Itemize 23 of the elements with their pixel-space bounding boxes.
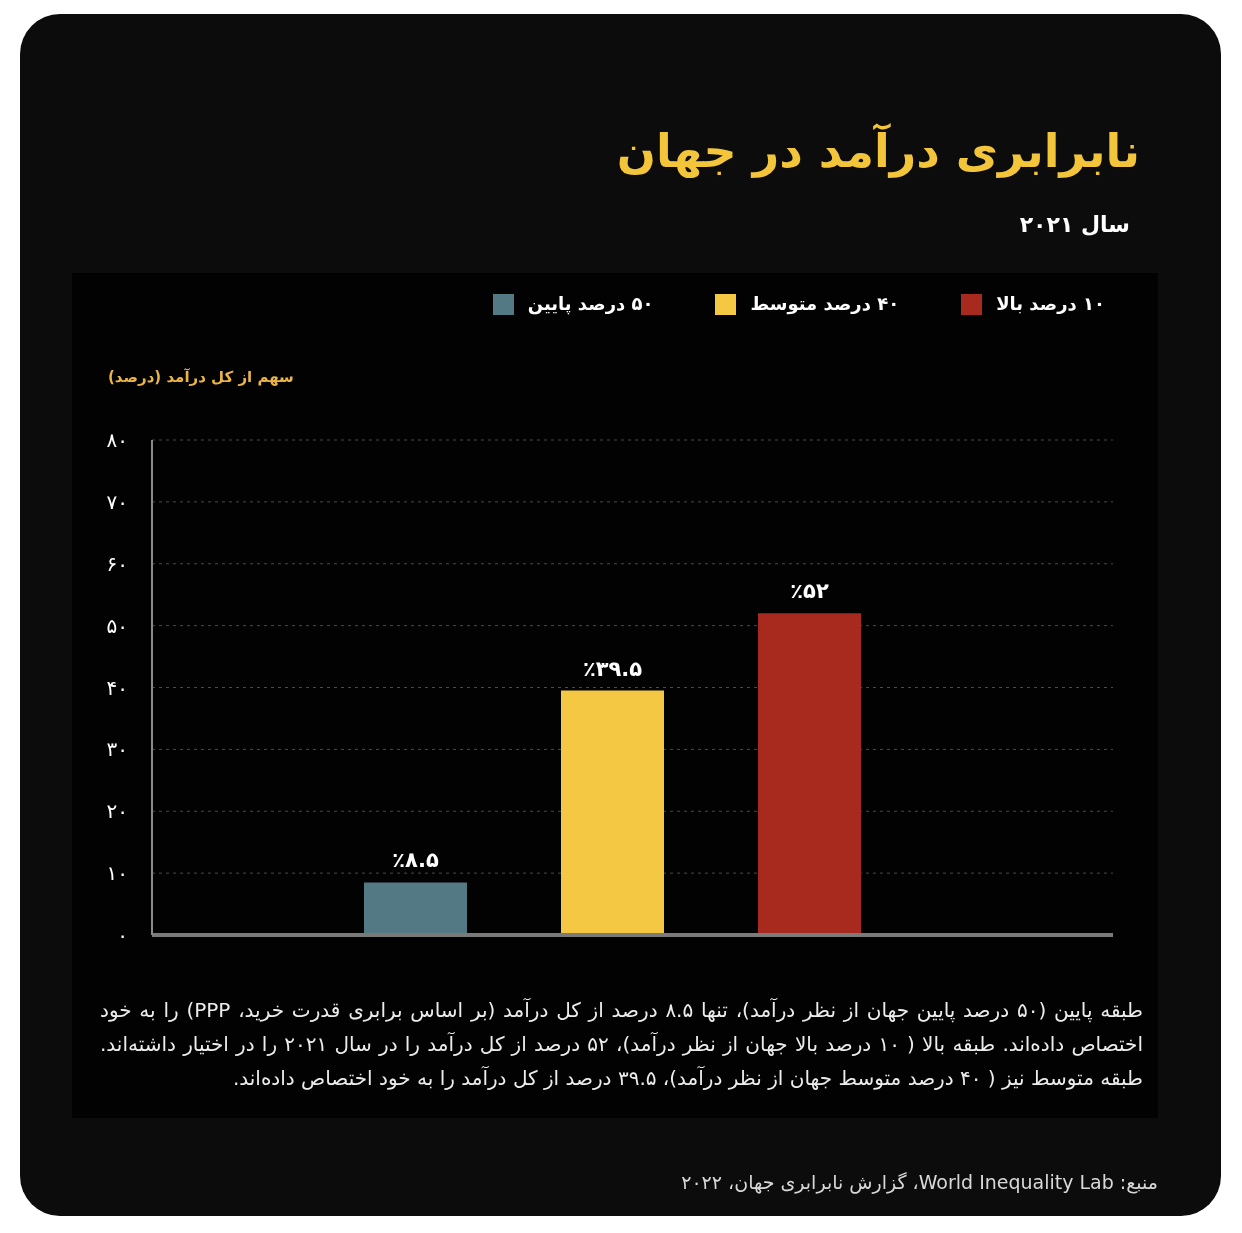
legend-label: ۴۰ درصد متوسط [750, 292, 900, 317]
legend-label: ۱۰ درصد بالا [996, 292, 1105, 316]
data-label: ٪۸.۵ [392, 848, 439, 873]
text: طبقه پایین (۵۰ درصد پایین جهان از نظر درآمد)، تنها ۸.۵ درصد از کل درآمد (بر اساس برابری قدرت خرید، PPP) را به خود اختصاص داده‌اند. طبقه بالا ( ۱۰ درصد بالا جهان از نظر درآمد)، ۵۲ درصد از کل درآمد را در سال ۲۰۲۱ را در اختیار داشته‌اند. طبقه متوسط نیز ( ۴۰ درصد متوسط جهان از نظر درآمد)، ۳۹.۵ درصد از کل درآمد را به خود اختصاص داده‌اند. [100, 997, 1144, 1092]
bar [758, 613, 861, 935]
y-axis-title: سهم از کل درآمد (درصد) [108, 367, 294, 388]
y-tick-label: ۱۰ [106, 861, 128, 886]
text: منبع: World Inequality Lab، گزارش نابرابری جهان، ۲۰۲۲ [680, 1170, 1158, 1196]
y-tick-label: ۳۰ [106, 737, 128, 762]
chart-title: نابرابری درآمد در جهان [616, 122, 1140, 180]
chart-subtitle: سال ۲۰۲۱ [1019, 211, 1130, 239]
y-tick-label: ۰ [117, 923, 128, 948]
y-tick-label: ۴۰ [106, 675, 128, 700]
data-label: ٪۵۲ [790, 579, 829, 604]
y-tick-label: ۷۰ [106, 489, 128, 514]
legend-label: ۵۰ درصد پایین [527, 292, 654, 317]
y-tick-label: ۵۰ [106, 613, 128, 638]
y-tick-label: ۶۰ [106, 551, 128, 576]
y-tick-label: ۲۰ [106, 799, 128, 824]
bar [561, 690, 664, 935]
bar [364, 882, 467, 935]
y-tick-label: ۸۰ [106, 428, 128, 453]
data-label: ٪۳۹.۵ [582, 656, 643, 681]
